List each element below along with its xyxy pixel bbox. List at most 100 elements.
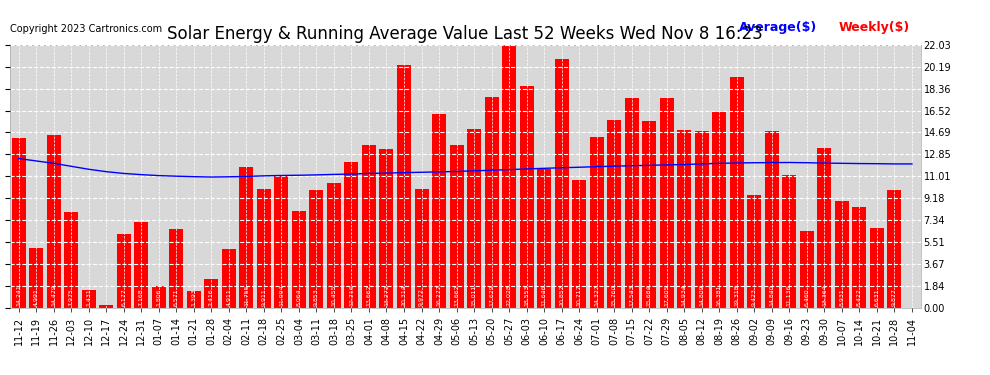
Text: 13.662: 13.662 [454, 284, 459, 306]
Bar [256, 189, 271, 308]
Text: 19.318: 19.318 [735, 284, 740, 306]
Text: 14.479: 14.479 [51, 284, 56, 306]
Text: 17.605: 17.605 [664, 284, 669, 306]
Text: 6.460: 6.460 [804, 288, 810, 306]
Bar [99, 304, 113, 307]
Bar [538, 169, 551, 308]
Title: Solar Energy & Running Average Value Last 52 Weeks Wed Nov 8 16:23: Solar Energy & Running Average Value Las… [167, 26, 763, 44]
Text: 15.684: 15.684 [646, 284, 651, 306]
Bar [659, 98, 674, 308]
Text: 17.543: 17.543 [630, 284, 635, 306]
Bar [572, 180, 586, 308]
Text: 20.314: 20.314 [402, 284, 407, 306]
Bar [800, 231, 814, 308]
Text: 11.094: 11.094 [279, 284, 284, 306]
Text: 11.646: 11.646 [542, 284, 546, 306]
Bar [135, 222, 148, 308]
Text: 17.629: 17.629 [489, 284, 494, 306]
Text: 1.393: 1.393 [191, 288, 196, 306]
Bar [730, 77, 743, 308]
Bar [82, 291, 96, 308]
Text: Copyright 2023 Cartronics.com: Copyright 2023 Cartronics.com [10, 24, 162, 34]
Bar [151, 286, 165, 308]
Bar [484, 98, 499, 308]
Bar [554, 59, 568, 308]
Bar [222, 249, 236, 308]
Bar [345, 162, 358, 308]
Bar [204, 279, 219, 308]
Text: 9.423: 9.423 [751, 288, 756, 306]
Text: 8.064: 8.064 [296, 288, 301, 306]
Text: 15.011: 15.011 [471, 284, 476, 306]
Bar [187, 291, 201, 308]
Text: 22.028: 22.028 [507, 284, 512, 306]
Bar [643, 121, 656, 308]
Bar [292, 211, 306, 308]
Text: 14.934: 14.934 [682, 284, 687, 306]
Bar [432, 114, 446, 308]
Text: 15.760: 15.760 [612, 284, 617, 306]
Text: 13.662: 13.662 [366, 284, 371, 306]
Text: 8.931: 8.931 [840, 288, 844, 306]
Bar [274, 175, 288, 308]
Text: 11.136: 11.136 [787, 284, 792, 306]
Text: Average($): Average($) [739, 21, 817, 34]
Text: 14.809: 14.809 [699, 284, 704, 306]
Bar [415, 189, 429, 308]
Text: 9.853: 9.853 [314, 288, 319, 306]
Text: 6.631: 6.631 [874, 288, 879, 306]
Text: Weekly($): Weekly($) [839, 21, 910, 34]
Bar [310, 190, 324, 308]
Bar [765, 130, 779, 308]
Text: 13.272: 13.272 [384, 284, 389, 306]
Text: 7.975: 7.975 [68, 288, 73, 306]
Bar [240, 167, 253, 308]
Bar [625, 99, 639, 308]
Text: 10.717: 10.717 [576, 284, 582, 306]
Bar [695, 131, 709, 308]
Bar [64, 213, 78, 308]
Bar [29, 248, 44, 308]
Bar [607, 120, 621, 308]
Text: 9.972: 9.972 [419, 288, 424, 306]
Bar [677, 129, 691, 308]
Bar [520, 86, 534, 308]
Bar [12, 138, 26, 308]
Text: 6.571: 6.571 [174, 288, 179, 306]
Text: 9.877: 9.877 [892, 288, 897, 306]
Bar [397, 66, 411, 308]
Bar [449, 145, 463, 308]
Bar [502, 45, 516, 308]
Text: 6.177: 6.177 [121, 288, 127, 306]
Text: 14.241: 14.241 [16, 284, 21, 306]
Text: 1.431: 1.431 [86, 288, 91, 306]
Bar [870, 228, 884, 308]
Text: 8.422: 8.422 [857, 288, 862, 306]
Bar [327, 183, 341, 308]
Bar [835, 201, 848, 308]
Text: 10.455: 10.455 [332, 284, 337, 306]
Text: 11.755: 11.755 [244, 284, 248, 306]
Text: 9.911: 9.911 [261, 288, 266, 306]
Text: 16.277: 16.277 [437, 284, 442, 306]
Bar [747, 195, 761, 308]
Text: 18.553: 18.553 [524, 284, 529, 306]
Bar [169, 229, 183, 308]
Text: 20.852: 20.852 [559, 284, 564, 306]
Bar [590, 137, 604, 308]
Bar [852, 207, 866, 308]
Bar [362, 145, 376, 308]
Text: 7.168: 7.168 [139, 288, 144, 306]
Bar [712, 112, 727, 308]
Bar [818, 148, 832, 308]
Bar [117, 234, 131, 308]
Text: 12.216: 12.216 [348, 284, 354, 306]
Bar [782, 175, 796, 308]
Text: 13.364: 13.364 [822, 284, 827, 306]
Text: 2.416: 2.416 [209, 288, 214, 306]
Text: 14.840: 14.840 [769, 284, 774, 306]
Bar [467, 129, 481, 308]
Text: 4.991: 4.991 [34, 288, 39, 306]
Text: 16.381: 16.381 [717, 284, 722, 306]
Bar [887, 190, 902, 308]
